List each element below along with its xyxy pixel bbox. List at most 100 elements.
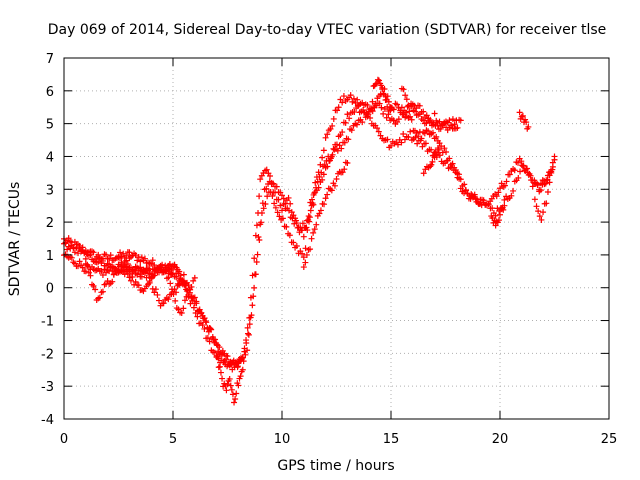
data-point bbox=[109, 278, 116, 285]
data-point bbox=[167, 280, 174, 287]
data-point bbox=[403, 96, 410, 103]
data-point bbox=[319, 176, 326, 183]
grid-layer bbox=[64, 58, 609, 419]
data-point bbox=[318, 169, 325, 176]
data-point bbox=[253, 259, 260, 266]
data-point bbox=[263, 166, 270, 173]
data-point bbox=[76, 258, 83, 265]
data-point bbox=[346, 115, 353, 122]
data-point bbox=[258, 210, 265, 217]
data-point bbox=[411, 108, 418, 115]
data-point bbox=[428, 146, 435, 153]
data-point bbox=[170, 290, 177, 297]
data-point bbox=[364, 102, 371, 109]
data-point bbox=[204, 334, 211, 341]
data-point bbox=[374, 125, 381, 132]
series-sdtvar bbox=[61, 76, 558, 406]
data-point bbox=[485, 201, 492, 208]
y-axis-label: SDTVAR / TECUs bbox=[7, 182, 23, 297]
data-point bbox=[520, 162, 527, 169]
data-point bbox=[374, 76, 381, 83]
data-point bbox=[498, 180, 505, 187]
data-point bbox=[402, 92, 409, 99]
data-point bbox=[328, 153, 335, 160]
data-point bbox=[145, 270, 152, 277]
data-point bbox=[132, 252, 139, 259]
data-point bbox=[416, 110, 423, 117]
data-point bbox=[201, 325, 208, 332]
data-point bbox=[432, 148, 439, 155]
data-point bbox=[378, 104, 385, 111]
data-point bbox=[181, 297, 188, 304]
data-point bbox=[551, 153, 558, 160]
data-point bbox=[166, 261, 173, 268]
data-point bbox=[178, 310, 185, 317]
data-point bbox=[106, 255, 113, 262]
data-point bbox=[316, 210, 323, 217]
data-point bbox=[417, 137, 424, 144]
data-point bbox=[300, 254, 307, 261]
data-point bbox=[351, 108, 358, 115]
data-point bbox=[293, 243, 300, 250]
data-point bbox=[124, 270, 131, 277]
data-point bbox=[180, 305, 187, 312]
data-point bbox=[290, 239, 297, 246]
series-track bbox=[398, 85, 464, 134]
data-point bbox=[438, 143, 445, 150]
data-point bbox=[137, 264, 144, 271]
data-point bbox=[454, 124, 461, 131]
data-point bbox=[536, 213, 543, 220]
data-point bbox=[405, 134, 412, 141]
data-point bbox=[383, 114, 390, 121]
data-point bbox=[264, 193, 271, 200]
data-point bbox=[229, 391, 236, 398]
data-point bbox=[413, 129, 420, 136]
data-point bbox=[354, 96, 361, 103]
data-point bbox=[285, 194, 292, 201]
data-point bbox=[227, 358, 234, 365]
data-point bbox=[212, 336, 219, 343]
tick-layer: 0 5 10 15 20 25 -4 -3 -2 -1 0 1 2 3 4 5 6 7 bbox=[41, 52, 617, 447]
data-point bbox=[267, 189, 274, 196]
data-point bbox=[348, 127, 355, 134]
data-point bbox=[328, 187, 335, 194]
data-point bbox=[313, 221, 320, 228]
data-point bbox=[425, 128, 432, 135]
y-tick-label: -2 bbox=[41, 347, 54, 362]
data-point bbox=[408, 116, 415, 123]
data-point bbox=[168, 286, 175, 293]
data-point bbox=[226, 375, 233, 382]
y-tick-label: 7 bbox=[46, 52, 54, 67]
data-point bbox=[160, 300, 167, 307]
data-point bbox=[353, 121, 360, 128]
data-point bbox=[433, 154, 440, 161]
data-point bbox=[503, 178, 510, 185]
data-point bbox=[188, 283, 195, 290]
data-point bbox=[143, 274, 150, 281]
data-point bbox=[529, 183, 536, 190]
data-point bbox=[175, 306, 182, 313]
data-point bbox=[260, 205, 267, 212]
data-point bbox=[107, 252, 114, 259]
data-point bbox=[190, 304, 197, 311]
data-point bbox=[79, 264, 86, 271]
data-point bbox=[335, 104, 342, 111]
data-point bbox=[381, 85, 388, 92]
series-track bbox=[488, 202, 508, 229]
data-point bbox=[134, 257, 141, 264]
data-point bbox=[236, 358, 243, 365]
data-point bbox=[322, 195, 329, 202]
data-point bbox=[543, 177, 550, 184]
plot-frame bbox=[63, 57, 610, 420]
data-point bbox=[299, 250, 306, 257]
y-tick-label: 1 bbox=[46, 249, 54, 264]
data-point bbox=[165, 274, 172, 281]
data-point bbox=[443, 148, 450, 155]
data-point bbox=[180, 271, 187, 278]
x-tick-label: 0 bbox=[60, 432, 68, 447]
data-point bbox=[436, 152, 443, 159]
data-point bbox=[256, 237, 263, 244]
data-point bbox=[221, 350, 228, 357]
data-point bbox=[189, 297, 196, 304]
